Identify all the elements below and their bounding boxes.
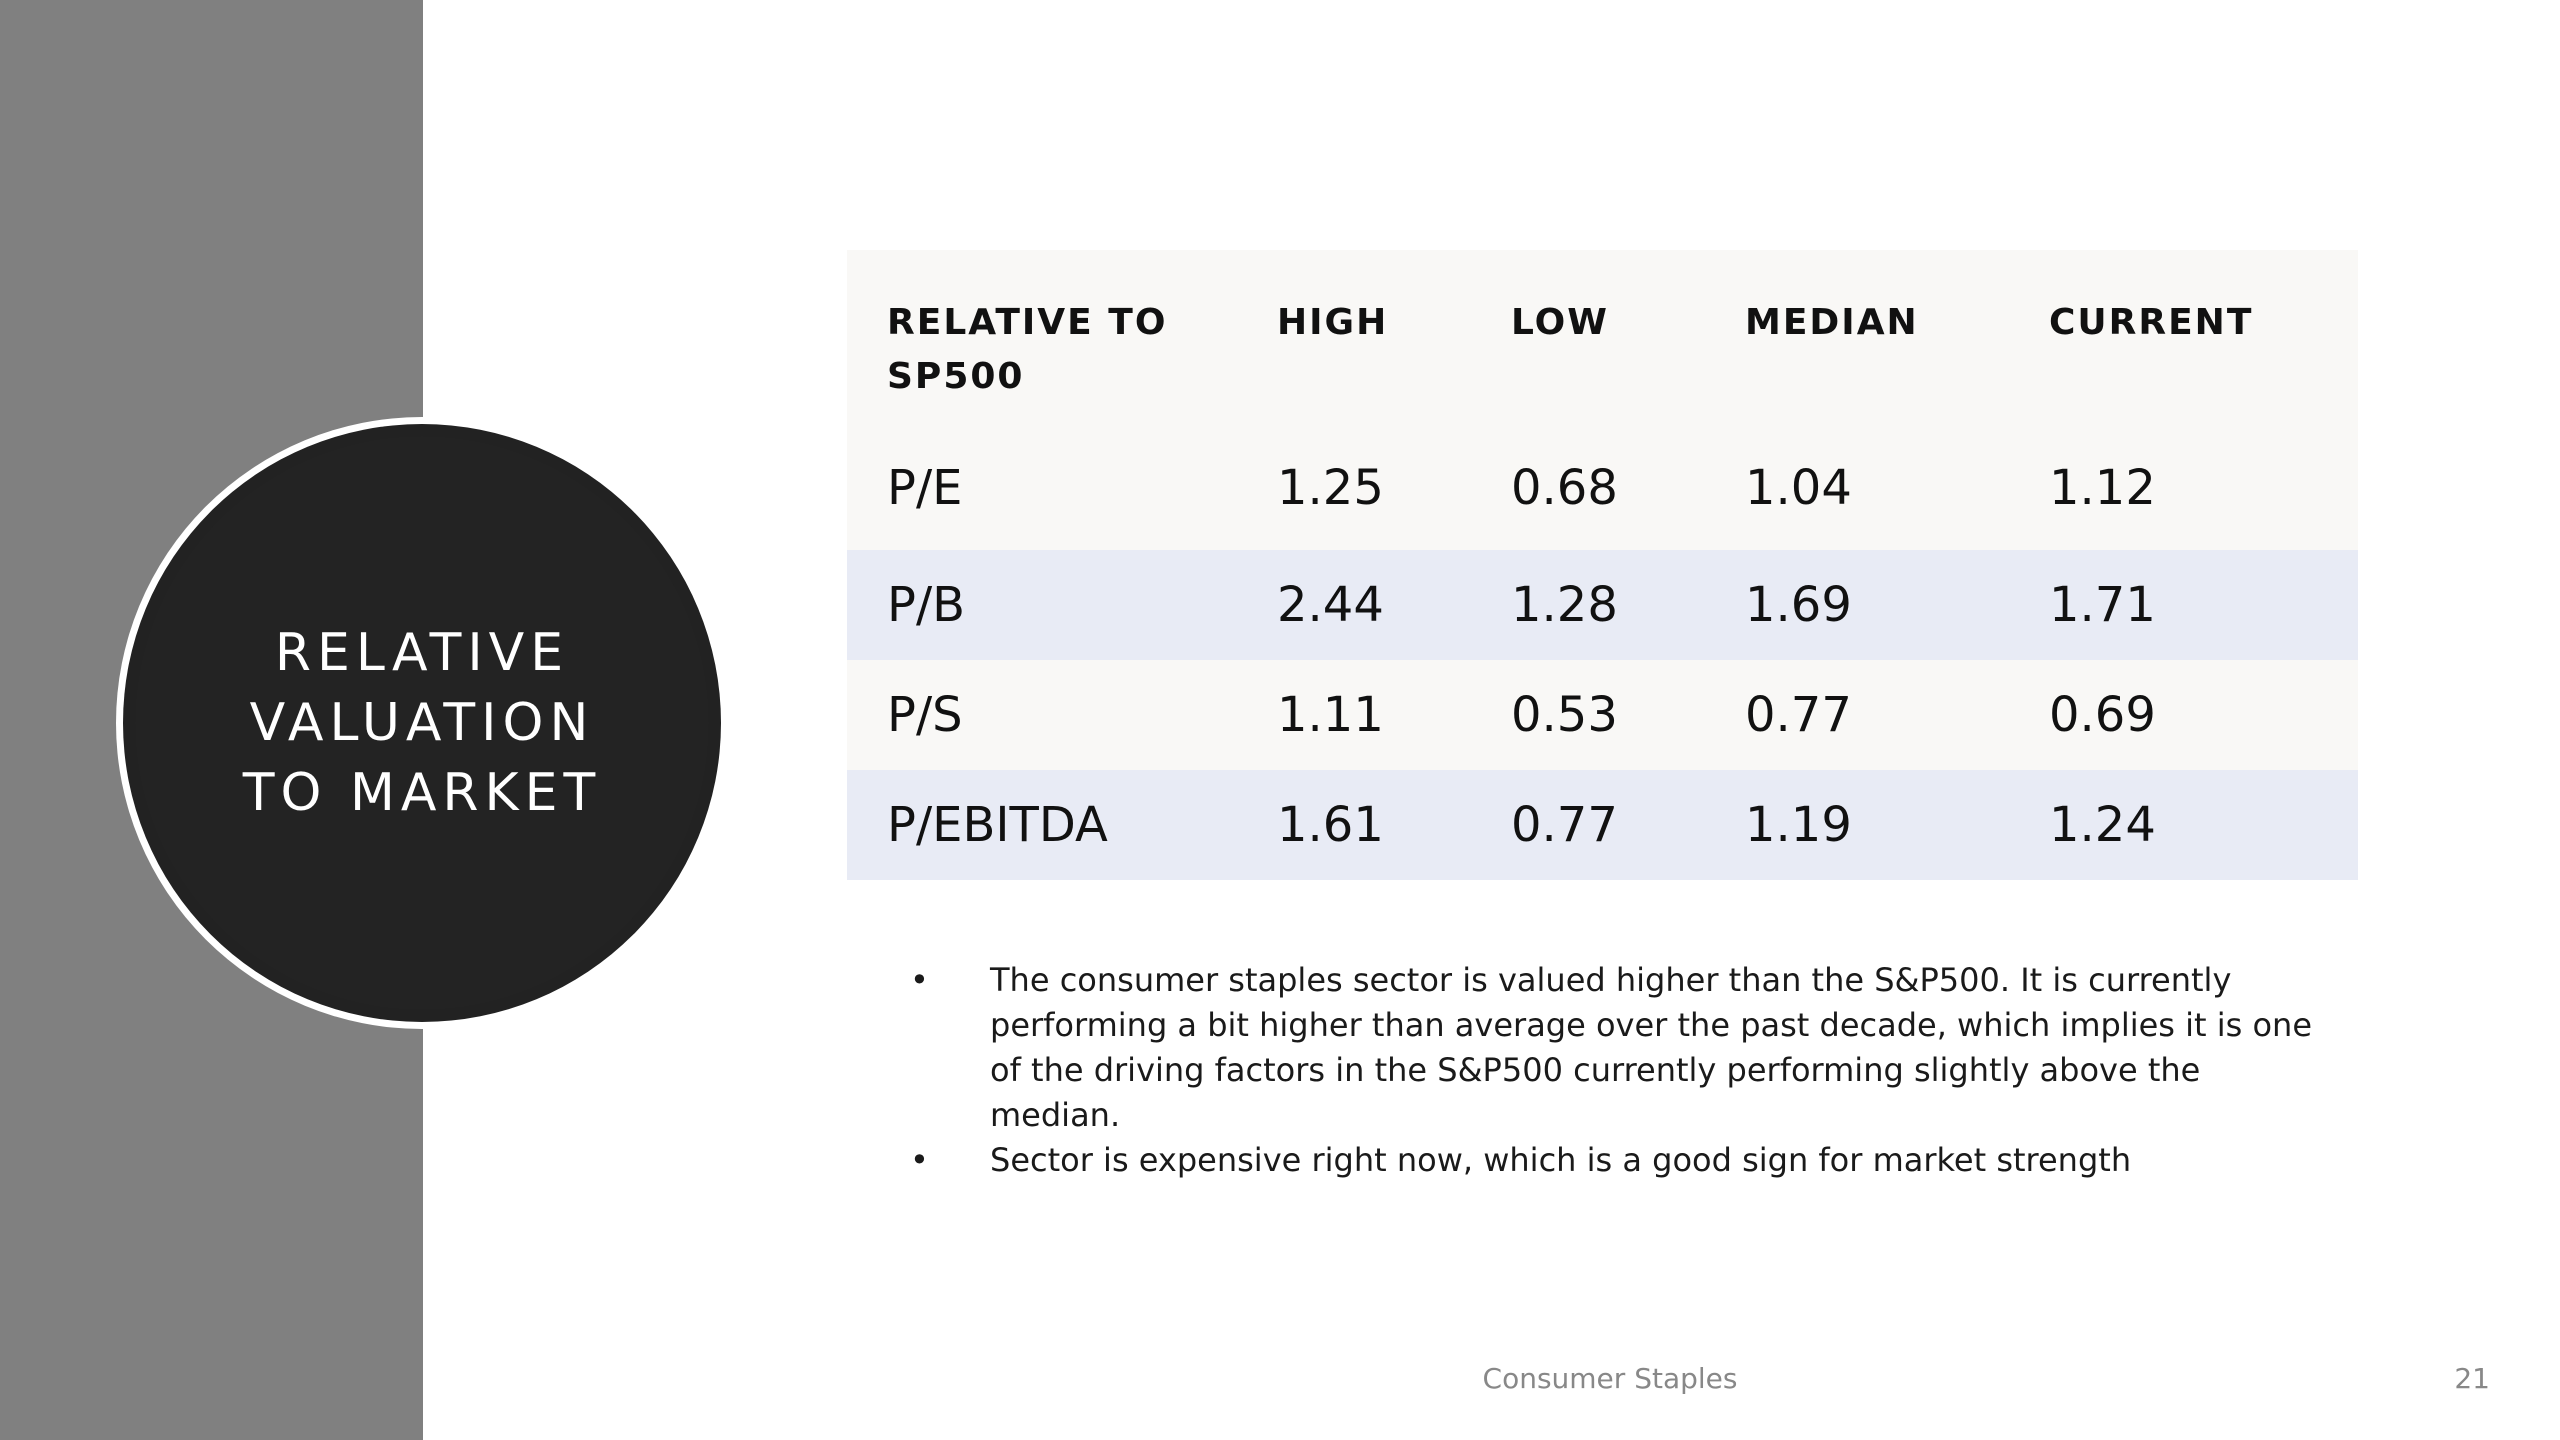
table-row: P/B 2.44 1.28 1.69 1.71 [847,550,2358,660]
table-row: P/S 1.11 0.53 0.77 0.69 [847,660,2358,770]
valuation-table: RELATIVE TO SP500 HIGH LOW MEDIAN CURREN… [847,250,2358,880]
header-current: CURRENT [2049,302,2254,343]
cell-low: 0.53 [1511,687,1618,743]
cell-current: 1.12 [2049,460,2156,516]
cell-high: 1.61 [1277,797,1384,853]
cell-high: 1.25 [1277,460,1384,516]
valuation-table-container: RELATIVE TO SP500 HIGH LOW MEDIAN CURREN… [847,250,2358,884]
title-circle: RELATIVE VALUATION TO MARKET [135,436,709,1010]
cell-low: 1.28 [1511,577,1618,633]
page-number: 21 [2454,1362,2490,1395]
cell-high: 2.44 [1277,577,1384,633]
header-low: LOW [1511,302,1609,343]
list-item: • Sector is expensive right now, which i… [910,1138,2330,1183]
cell-high: 1.11 [1277,687,1384,743]
row-label: P/B [887,577,966,633]
header-high: HIGH [1277,302,1389,343]
cell-current: 0.69 [2049,687,2156,743]
cell-current: 1.24 [2049,797,2156,853]
cell-low: 0.77 [1511,797,1618,853]
cell-median: 1.19 [1745,797,1852,853]
cell-current: 1.71 [2049,577,2156,633]
table-row: P/E 1.25 0.68 1.04 1.12 [847,440,2358,550]
cell-low: 0.68 [1511,460,1618,516]
cell-median: 1.69 [1745,577,1852,633]
table-header-row: RELATIVE TO SP500 HIGH LOW MEDIAN CURREN… [847,250,2358,440]
notes-list: • The consumer staples sector is valued … [910,958,2330,1183]
list-item: • The consumer staples sector is valued … [910,958,2330,1138]
row-label: P/EBITDA [887,797,1108,853]
table-row: P/EBITDA 1.61 0.77 1.19 1.24 [847,770,2358,880]
header-median: MEDIAN [1745,302,1919,343]
bullet-icon: • [910,961,929,999]
row-label: P/S [887,687,963,743]
note-text: The consumer staples sector is valued hi… [990,961,2313,1134]
bullet-icon: • [910,1141,929,1179]
row-label: P/E [887,460,963,516]
slide-title: RELATIVE VALUATION TO MARKET [242,623,602,823]
note-text: Sector is expensive right now, which is … [990,1141,2132,1179]
footer-title: Consumer Staples [1482,1362,1738,1395]
cell-median: 1.04 [1745,460,1852,516]
cell-median: 0.77 [1745,687,1852,743]
header-relative-to: RELATIVE TO SP500 [887,302,1168,397]
